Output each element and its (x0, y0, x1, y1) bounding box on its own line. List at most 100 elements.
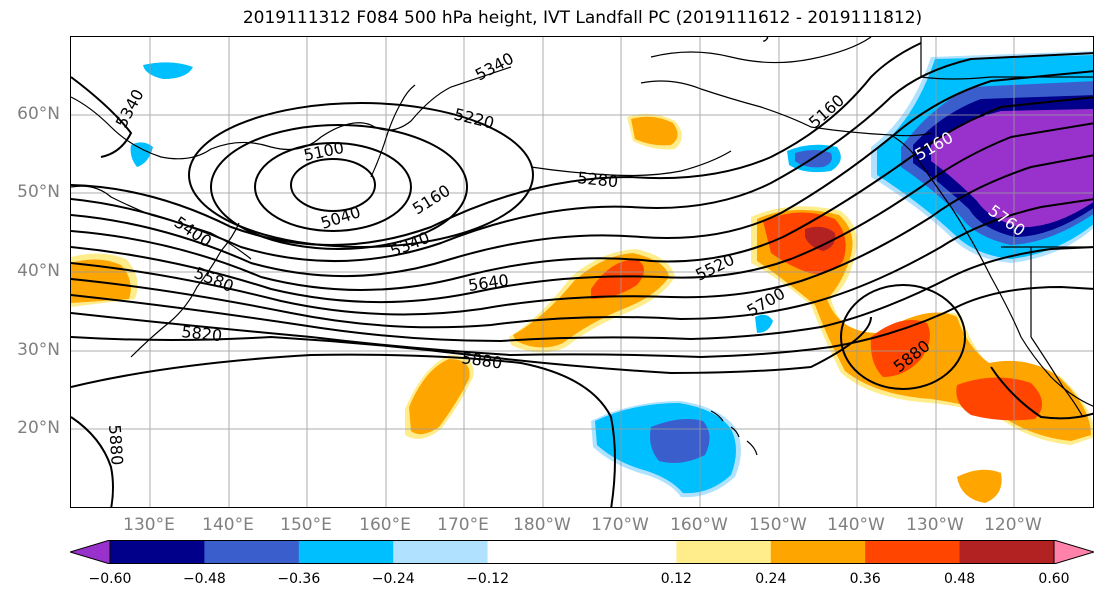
lat-label-60n: 60°N (17, 104, 60, 124)
shade-redorange-se (956, 377, 1043, 421)
shade-orange-mexico (957, 469, 1002, 503)
shade-purple-ne (931, 109, 1093, 228)
coast-kamchatka (370, 84, 416, 178)
contour-5880-east (840, 284, 966, 390)
lon-label-140w: 140°W (827, 515, 885, 535)
contour-label: 5880 (105, 424, 127, 466)
lon-label-180w: 180°W (513, 515, 571, 535)
contour-5700 (71, 246, 1093, 343)
colorbar-segment (582, 540, 677, 564)
lon-label-160e: 160°E (359, 515, 411, 535)
colorbar-segment (865, 540, 961, 564)
map-title: 2019111312 F084 500 hPa height, IVT Land… (242, 8, 923, 28)
colorbar-segment (770, 540, 866, 564)
colorbar-tick-label: 0.60 (1038, 571, 1070, 587)
colorbar-tick-label: −0.12 (466, 571, 510, 587)
colorbar-tick-label: −0.24 (371, 571, 415, 587)
colorbar-segment (676, 540, 772, 564)
shade-orange-kamchatka (631, 116, 678, 146)
contour-5880-se (990, 366, 1093, 420)
contour-label: 5160 (409, 181, 454, 219)
coast-north-america (890, 134, 1093, 407)
lon-label-150e: 150°E (280, 515, 332, 535)
colorbar (70, 540, 1094, 564)
lat-label-40n: 40°N (17, 261, 60, 281)
contour-label: 5280 (577, 168, 619, 191)
shade-orange-west (71, 259, 131, 303)
shade-redorange-central (591, 259, 644, 299)
contour-label: 5580 (192, 263, 237, 296)
contour-low-5220 (188, 102, 534, 248)
colorbar-extend-min (70, 540, 111, 564)
lon-label-130e: 130°E (123, 515, 175, 535)
colorbar-tick-label: −0.60 (88, 571, 132, 587)
lat-label-20n: 20°N (17, 418, 60, 438)
shade-blue-south (650, 419, 710, 463)
contour-5880-sw (71, 416, 114, 507)
contour-5820 (71, 316, 872, 375)
ivt-positive-shading (71, 113, 1093, 503)
shade-darkred-east (805, 226, 836, 251)
contour-low-5100 (254, 142, 412, 232)
colorbar-outline (109, 540, 1055, 564)
coast-hawaii (710, 410, 758, 456)
colorbar-tick-label: 0.36 (849, 571, 881, 587)
contour-5520 (71, 122, 1093, 304)
contour-low-5160 (210, 124, 468, 250)
contour-label: 5340 (112, 86, 148, 131)
colorbar-segment (298, 540, 394, 564)
colorbar-segment (204, 540, 300, 564)
coast-alaska (640, 80, 932, 137)
shade-deepsky-aleutian (143, 62, 193, 79)
colorbar-extend-max (1053, 540, 1094, 564)
contour-label: 5160 (753, 37, 796, 46)
contour-5280 (71, 42, 922, 246)
contour-label: 5340 (472, 49, 517, 85)
lon-label-120w: 120°W (984, 515, 1042, 535)
lat-label-30n: 30°N (17, 340, 60, 360)
contour-5880-main (71, 353, 616, 507)
coast-baja (1030, 336, 1084, 418)
contour-label: 5100 (302, 138, 346, 165)
contour-5460 (71, 96, 1093, 291)
lat-label-50n: 50°N (17, 182, 60, 202)
lon-label-170e: 170°E (437, 515, 489, 535)
lon-label-160w: 160°W (670, 515, 728, 535)
colorbar-segment (393, 540, 489, 564)
coast-aleutians (530, 150, 732, 177)
contour-label: 5820 (181, 322, 223, 345)
contour-5340-nw (71, 76, 133, 158)
coast-asia-north (71, 66, 512, 160)
colorbar-tick-label: 0.12 (660, 571, 692, 587)
contour-label: 5340 (387, 228, 432, 261)
colorbar-segment (110, 540, 205, 564)
colorbar-tick-label: −0.36 (277, 571, 321, 587)
contour-low-5040 (290, 158, 376, 212)
coast-alaska-north (650, 37, 872, 64)
contour-5640 (71, 198, 1093, 329)
lon-label-130w: 130°W (906, 515, 964, 535)
contour-label: 5520 (692, 250, 737, 285)
map-canvas: 5340 5340 5220 5160 5100 5040 5160 5280 … (71, 37, 1093, 507)
colorbar-tick-label: 0.48 (944, 571, 976, 587)
lon-label-140e: 140°E (202, 515, 254, 535)
colorbar-tick-label: −0.48 (182, 571, 226, 587)
lon-label-150w: 150°W (749, 515, 807, 535)
shade-deepsky-japan (130, 142, 153, 167)
shade-orange-south (409, 359, 470, 435)
contour-5760 (71, 285, 1093, 359)
contour-5580 (71, 154, 1093, 316)
lon-label-170w: 170°W (591, 515, 649, 535)
colorbar-segment (959, 540, 1055, 564)
contour-5400 (71, 70, 1093, 278)
map-panel[interactable]: 5340 5340 5220 5160 5100 5040 5160 5280 … (70, 36, 1094, 508)
height-contours (71, 42, 1093, 507)
contour-5340 (71, 52, 1093, 263)
colorbar-segment (487, 540, 583, 564)
contour-label: 5160 (805, 91, 848, 132)
contour-label: 5220 (452, 104, 496, 132)
colorbar-tick-label: 0.24 (755, 571, 787, 587)
shade-deepsky-small (755, 314, 773, 333)
colorbar-segments (70, 540, 1094, 564)
coast-japan (130, 222, 240, 358)
